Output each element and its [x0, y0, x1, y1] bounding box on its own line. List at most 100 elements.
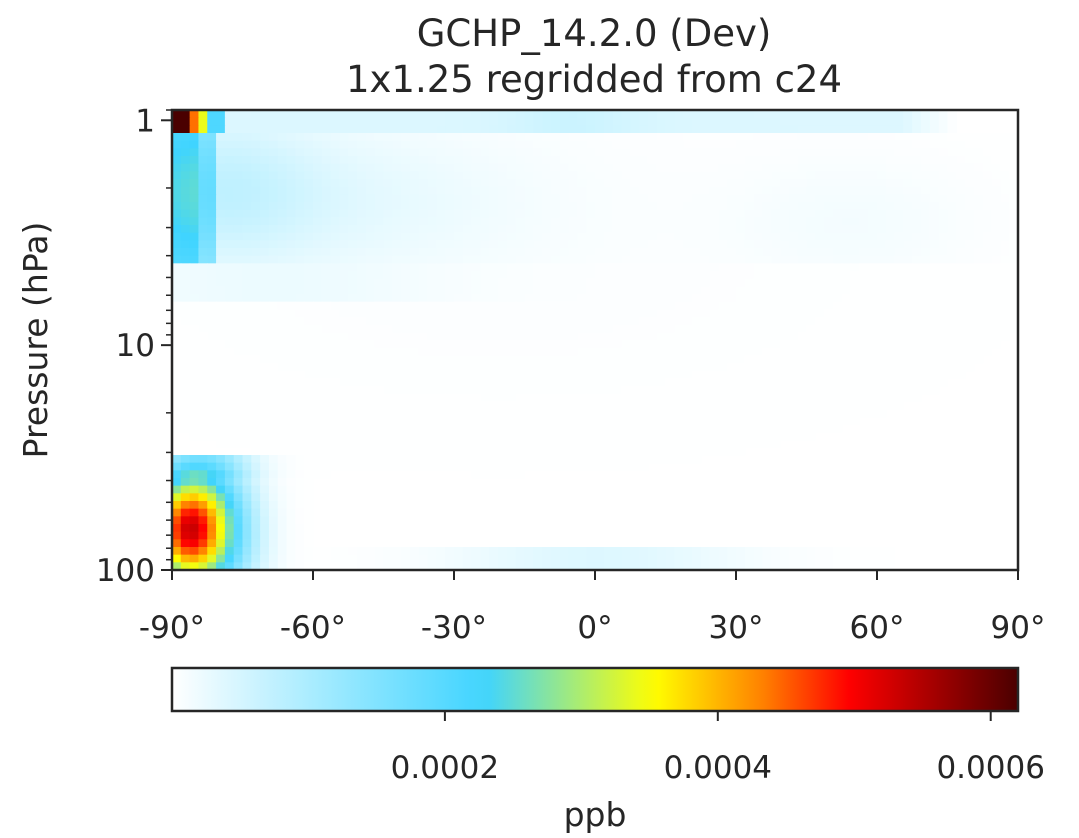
heatmap-cell [727, 363, 737, 372]
heatmap-cell [233, 202, 244, 211]
heatmap-cell [445, 286, 455, 295]
heatmap-cell [436, 248, 446, 257]
heatmap-cell [559, 294, 570, 303]
heatmap-cell [224, 209, 235, 218]
heatmap-cell [357, 163, 367, 172]
heatmap-cell [973, 324, 984, 333]
heatmap-cell [286, 439, 296, 448]
heatmap-cell [982, 156, 993, 165]
heatmap-cell [788, 340, 799, 349]
heatmap-cell [762, 386, 772, 395]
heatmap-cell [330, 186, 341, 195]
heatmap-cell [533, 117, 543, 126]
heatmap-cell [868, 309, 878, 318]
heatmap-cell [850, 148, 860, 157]
heatmap-cell [277, 562, 288, 571]
heatmap-cell [251, 209, 261, 218]
heatmap-cell [859, 194, 869, 203]
heatmap-cell [850, 125, 860, 134]
heatmap-cell [330, 409, 341, 418]
heatmap-cell [771, 209, 781, 218]
heatmap-cell [260, 401, 270, 410]
heatmap-cell [806, 133, 816, 142]
heatmap-cell [621, 125, 631, 134]
heatmap-cell [251, 462, 261, 471]
heatmap-cell [498, 554, 508, 563]
heatmap-cell [542, 547, 552, 556]
heatmap-cell [665, 148, 675, 157]
heatmap-cell [903, 363, 913, 372]
heatmap-cell [780, 263, 790, 272]
heatmap-cell [586, 401, 596, 410]
heatmap-cell [612, 140, 623, 149]
heatmap-cell [471, 409, 482, 418]
heatmap-cell [656, 163, 667, 172]
heatmap-cell [392, 370, 402, 379]
heatmap-cell [180, 271, 191, 280]
heatmap-cell [744, 271, 755, 280]
heatmap-cell [753, 194, 764, 203]
heatmap-cell [445, 363, 455, 372]
heatmap-cell [674, 202, 684, 211]
heatmap-cell [683, 301, 693, 310]
heatmap-cell [401, 363, 411, 372]
heatmap-cell [401, 416, 411, 425]
heatmap-cell [788, 125, 799, 134]
heatmap-cell [489, 232, 499, 241]
heatmap-cell [753, 163, 764, 172]
heatmap-cell [383, 232, 393, 241]
heatmap-cell [877, 363, 887, 372]
heatmap-cell [577, 347, 587, 356]
heatmap-cell [392, 110, 402, 119]
heatmap-cell [683, 332, 693, 341]
heatmap-cell [542, 378, 552, 387]
heatmap-cell [480, 148, 490, 157]
heatmap-cell [982, 255, 993, 264]
heatmap-cell [956, 179, 966, 188]
heatmap-cell [436, 401, 446, 410]
heatmap-cell [683, 240, 693, 249]
heatmap-cell [533, 140, 543, 149]
heatmap-cell [1009, 286, 1019, 295]
heatmap-cell [480, 409, 490, 418]
heatmap-cell [330, 363, 341, 372]
heatmap-cell [357, 240, 367, 249]
heatmap-cell [207, 547, 217, 556]
heatmap-cell [454, 363, 464, 372]
heatmap-cell [921, 317, 931, 326]
heatmap-cell [744, 217, 755, 226]
heatmap-cell [383, 133, 393, 142]
heatmap-cell [418, 255, 429, 264]
heatmap-cell [392, 148, 402, 157]
heatmap-cell [612, 248, 623, 257]
heatmap-cell [224, 156, 235, 165]
heatmap-cell [498, 133, 508, 142]
heatmap-cell [736, 547, 746, 556]
heatmap-cell [304, 416, 314, 425]
heatmap-cell [348, 393, 358, 402]
heatmap-cell [401, 294, 411, 303]
heatmap-cell [242, 539, 252, 548]
heatmap-cell [357, 140, 367, 149]
heatmap-cell [577, 294, 587, 303]
heatmap-cell [189, 140, 200, 149]
heatmap-cell [189, 340, 200, 349]
heatmap-cell [788, 370, 799, 379]
heatmap-cell [506, 117, 517, 126]
heatmap-cell [374, 133, 385, 142]
heatmap-cell [348, 248, 358, 257]
heatmap-cell [550, 217, 561, 226]
heatmap-cell [216, 478, 226, 487]
heatmap-cell [462, 271, 473, 280]
heatmap-cell [568, 363, 578, 372]
heatmap-cell [445, 294, 455, 303]
heatmap-cell [621, 462, 631, 471]
heatmap-cell [630, 271, 640, 280]
heatmap-cell [506, 202, 517, 211]
heatmap-cell [313, 255, 323, 264]
heatmap-cell [524, 340, 534, 349]
heatmap-cell [533, 554, 543, 563]
heatmap-cell [454, 378, 464, 387]
heatmap-cell [251, 263, 261, 272]
heatmap-cell [348, 194, 358, 203]
